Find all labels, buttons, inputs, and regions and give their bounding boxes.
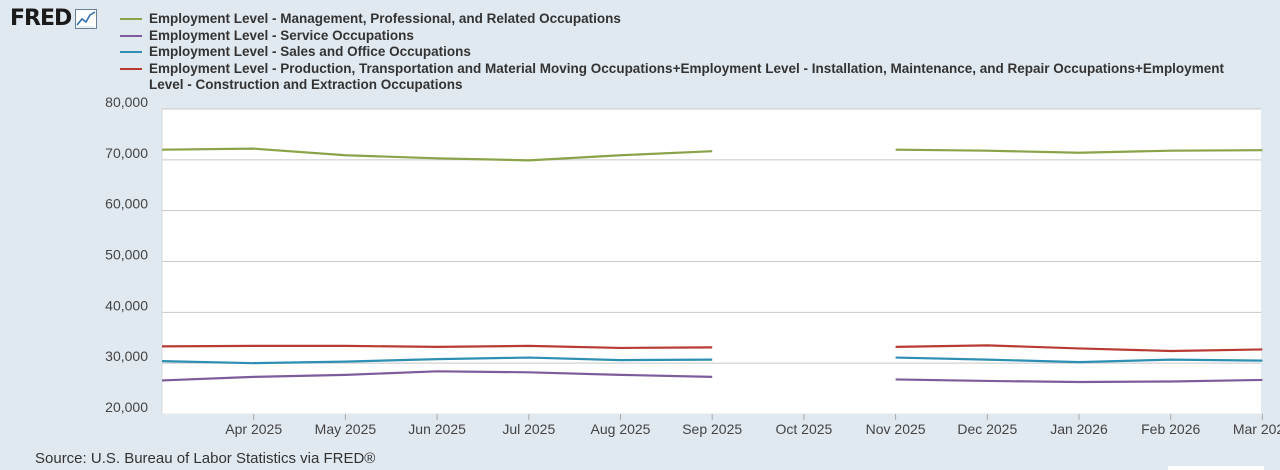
x-tick-label: Feb 2026 [1141,421,1200,437]
legend-label: Employment Level - Management, Professio… [149,11,621,26]
x-tick-label: Oct 2025 [775,421,832,437]
line-chart: 20,000 30,000 40,000 50,000 60,000 70,000 80,0… [105,94,1280,437]
legend-item[interactable]: Employment Level - Production, Transport… [120,61,1230,94]
legend-label: Employment Level - Sales and Office Occu… [149,44,471,59]
legend-swatch [120,18,142,20]
x-tick-label: May 2025 [315,421,377,437]
x-tick-label: Dec 2025 [957,421,1017,437]
series-line [161,147,713,162]
y-tick-label: 40,000 [105,297,148,313]
y-tick-label: 30,000 [105,348,148,364]
chart-legend: Employment Level - Management, Professio… [120,11,1230,94]
legend-item[interactable]: Employment Level - Service Occupations [120,28,1230,45]
y-tick-label: 80,000 [105,94,148,110]
legend-swatch [120,51,142,53]
series-line [895,356,1263,364]
y-tick-label: 50,000 [105,247,148,263]
x-tick-label: Nov 2025 [866,421,926,437]
y-tick-label: 70,000 [105,145,148,161]
x-tick-label: Jul 2025 [502,421,555,437]
y-tick-label: 20,000 [105,399,148,415]
legend-item[interactable]: Employment Level - Management, Professio… [120,11,1230,28]
x-tick-label: Jan 2026 [1050,421,1108,437]
legend-item[interactable]: Employment Level - Sales and Office Occu… [120,44,1230,61]
series-line [161,370,713,382]
legend-label: Employment Level - Production, Transport… [149,60,1224,93]
x-tick-label: Mar 2026 [1233,421,1280,437]
legend-swatch [120,67,142,70]
corner-tab [1168,466,1264,470]
source-note: Source: U.S. Bureau of Labor Statistics … [35,450,376,467]
series-line [161,344,713,350]
fred-logo[interactable]: FRED [10,6,98,31]
series-line [161,356,713,365]
x-tick-label: Sep 2025 [682,421,742,437]
series-line [895,148,1263,154]
series-line [895,344,1263,353]
y-tick-label: 60,000 [105,196,148,212]
x-tick-label: Apr 2025 [225,421,282,437]
trend-chart-icon [75,8,98,29]
fred-logo-text: FRED [10,6,72,31]
legend-swatch [120,34,142,37]
legend-label: Employment Level - Service Occupations [149,27,414,43]
x-tick-label: Jun 2025 [408,421,466,437]
x-tick-label: Aug 2025 [591,421,651,437]
series-line [895,378,1263,384]
